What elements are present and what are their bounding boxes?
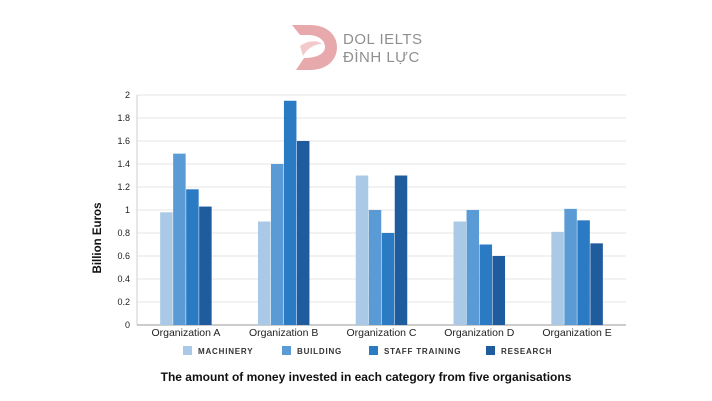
legend-label: RESEARCH: [501, 347, 552, 356]
legend-swatch: [486, 346, 495, 355]
y-tick-label: 1.8: [117, 113, 130, 123]
y-tick-label: 0.6: [117, 251, 130, 261]
bar-building-3: [368, 210, 382, 325]
x-category-label: Organization E: [542, 327, 611, 339]
bar-staff-training-5: [577, 220, 590, 325]
bar-staff-training-4: [479, 244, 493, 325]
y-tick-label: 1.6: [117, 136, 130, 146]
bar-building-5: [564, 208, 577, 325]
y-tick-label: 2: [125, 90, 130, 100]
bar-research-3: [394, 175, 408, 325]
x-category-label: Organization B: [249, 327, 318, 339]
bar-building-4: [466, 210, 480, 325]
bar-research-4: [492, 256, 506, 325]
bar-building-1: [173, 153, 186, 325]
bar-building-2: [270, 164, 284, 325]
legend-swatch: [282, 346, 291, 355]
y-tick-label: 0.8: [117, 228, 130, 238]
y-tick-label: 0.4: [117, 274, 130, 284]
x-category-label: Organization C: [346, 327, 416, 339]
bar-machinery-4: [453, 221, 467, 325]
gridlines: [137, 94, 626, 303]
bar-research-5: [590, 243, 603, 325]
dol-logo: DOL IELTS ĐÌNH LỰC: [292, 25, 423, 70]
legend-label: MACHINERY: [198, 347, 253, 356]
legend-label: BUILDING: [297, 347, 342, 356]
bar-staff-training-3: [381, 233, 395, 325]
y-tick-label: 0.2: [117, 297, 130, 307]
y-axis-label: Billion Euros: [92, 203, 104, 274]
bar-research-1: [199, 206, 212, 325]
y-tick-labels: 0 0.2 0.4 0.6 0.8 1 1.2 1.4 1.6 1.8 2: [117, 90, 130, 330]
dol-logo-mark-inner: [300, 41, 322, 56]
legend-swatch: [369, 346, 378, 355]
y-tick-label: 1: [125, 205, 130, 215]
axes: [136, 95, 626, 326]
bar-staff-training-1: [186, 189, 199, 325]
bar-machinery-3: [355, 175, 369, 325]
x-category-label: Organization D: [444, 327, 514, 339]
y-tick-label: 0: [125, 320, 130, 330]
logo-line2: ĐÌNH LỰC: [343, 49, 420, 66]
x-category-label: Organization A: [151, 327, 220, 339]
y-tick-label: 1.2: [117, 182, 130, 192]
legend-swatch: [183, 346, 192, 355]
y-tick-label: 1.4: [117, 159, 130, 169]
bar-machinery-1: [160, 212, 173, 325]
logo-line1: DOL IELTS: [343, 31, 423, 48]
bars: [160, 100, 603, 325]
legend: MACHINERY BUILDING STAFF TRAINING RESEARCH: [183, 346, 552, 356]
bar-machinery-2: [257, 221, 271, 325]
chart-title: The amount of money invested in each cat…: [161, 370, 572, 384]
x-category-labels: Organization A Organization B Organization…: [151, 327, 611, 339]
dol-logo-mark: [292, 25, 337, 70]
bar-staff-training-2: [283, 100, 297, 325]
bar-research-2: [296, 141, 310, 325]
bar-machinery-5: [551, 231, 564, 325]
legend-label: STAFF TRAINING: [384, 347, 461, 356]
